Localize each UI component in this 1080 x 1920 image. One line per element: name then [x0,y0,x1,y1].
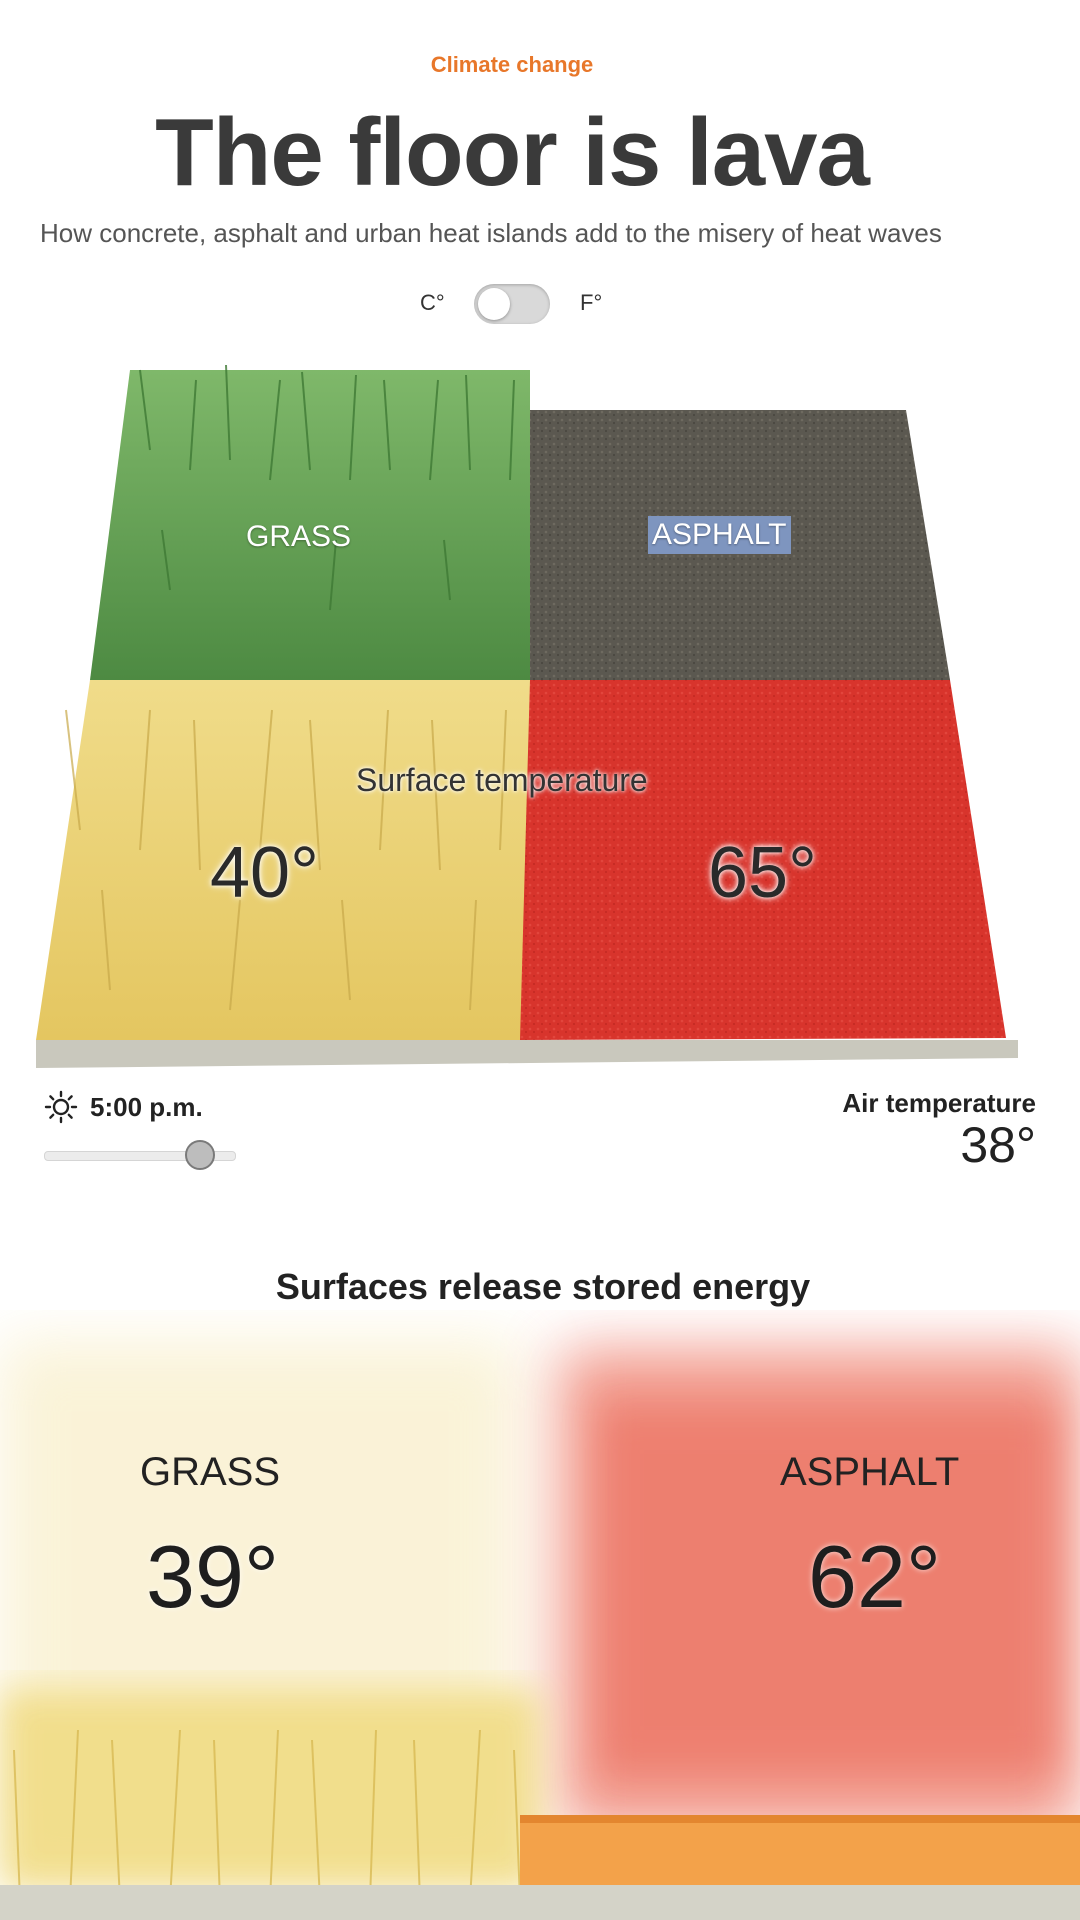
surface-scene: GRASS ASPHALT Surface temperature 40° 65… [0,330,1080,1070]
surface-temperature-caption: Surface temperature [356,762,648,798]
time-label: 5:00 p.m. [90,1092,203,1122]
fahrenheit-label[interactable]: F° [580,290,603,315]
sun-icon [44,1090,78,1124]
air-temperature-label: Air temperature [842,1088,1036,1118]
page-title: The floor is lava [155,99,870,206]
energy-asphalt-label: ASPHALT [780,1450,960,1494]
dry-grass-blades [65,709,507,1011]
slab-edge [36,1040,1018,1068]
energy-section-title: Surfaces release stored energy [275,1266,811,1307]
section-kicker[interactable]: Climate change [430,52,594,77]
grass-tile-label: GRASS [246,520,352,553]
asphalt-tile-label: ASPHALT [648,516,791,554]
energy-illustration: GRASS 39° ASPHALT 62° [0,1310,1080,1920]
time-slider[interactable] [44,1140,244,1170]
energy-grass-label: GRASS [140,1450,281,1494]
unit-switch[interactable] [474,284,550,324]
slider-track[interactable] [44,1151,236,1161]
asphalt-hot-tile [520,680,1006,1040]
energy-asphalt-temp: 62° [808,1527,942,1626]
page-subtitle: How concrete, asphalt and urban heat isl… [40,218,942,248]
heat-haze-graphic [0,1340,1080,1920]
air-temperature-value: 38° [960,1117,1036,1173]
celsius-label[interactable]: C° [420,290,445,315]
slider-thumb[interactable] [185,1140,215,1170]
asphalt-surface-temp: 65° [708,833,817,913]
unit-toggle: C° F° [420,282,620,326]
grass-surface-temp: 40° [210,833,319,913]
energy-grass-temp: 39° [146,1527,280,1626]
grass-dry-tile [36,680,530,1040]
grass-blades [139,364,515,611]
surface-illustration [36,364,1018,1068]
grass-green-tile [90,370,530,680]
switch-knob [478,288,510,320]
